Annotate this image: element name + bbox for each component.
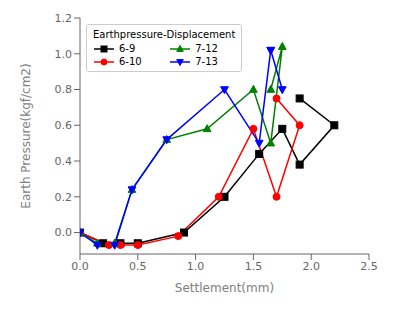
svg-text:1.5: 1.5 (245, 260, 263, 273)
svg-text:1.0: 1.0 (55, 48, 73, 61)
svg-text:2.0: 2.0 (302, 260, 320, 273)
svg-text:0.5: 0.5 (129, 260, 147, 273)
svg-text:0.6: 0.6 (55, 119, 73, 132)
html-text:6-9: 6-9 (119, 43, 136, 54)
svg-text:Earth Pressure(kgf/cm2): Earth Pressure(kgf/cm2) (19, 63, 33, 208)
svg-text:0.0: 0.0 (71, 260, 89, 273)
svg-text:0.4: 0.4 (55, 155, 73, 168)
html-text:6-10: 6-10 (119, 56, 142, 67)
svg-text:1.0: 1.0 (187, 260, 205, 273)
svg-text:0.0: 0.0 (55, 226, 73, 239)
svg-text:0.8: 0.8 (55, 83, 73, 96)
svg-text:1.2: 1.2 (55, 12, 73, 25)
svg-text:0.2: 0.2 (55, 191, 73, 204)
html-text:7-12: 7-12 (195, 43, 218, 54)
svg-text:Settlement(mm): Settlement(mm) (175, 281, 274, 295)
html-text:Earthpressure-Displacement: Earthpressure-Displacement (93, 29, 236, 40)
html-text:7-13: 7-13 (195, 56, 218, 67)
svg-text:2.5: 2.5 (360, 260, 378, 273)
